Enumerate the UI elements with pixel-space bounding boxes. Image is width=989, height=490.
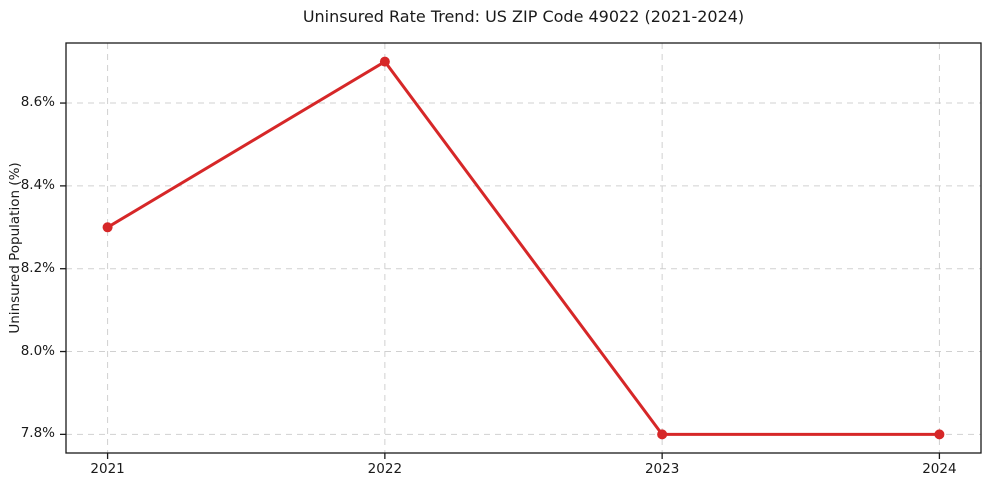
data-point-marker: [379, 56, 390, 67]
y-tick-label: 7.8%: [20, 425, 55, 442]
x-tick-label: 2022: [367, 461, 403, 477]
data-point-marker: [102, 222, 113, 233]
axes-spines: [65, 42, 982, 454]
y-tick-label: 8.0%: [20, 342, 55, 359]
x-tick-label: 2021: [90, 461, 125, 477]
trend-line: [106, 59, 940, 436]
data-point-marker: [934, 429, 945, 440]
x-tick-label: 2024: [922, 461, 957, 477]
y-tick-label: 8.4%: [20, 176, 55, 193]
y-tick-label: 8.6%: [20, 94, 55, 111]
y-tick-label: 8.2%: [20, 259, 55, 276]
data-point-marker: [657, 429, 668, 440]
chart-title: Uninsured Rate Trend: US ZIP Code 49022 …: [302, 7, 745, 26]
x-tick-label: 2023: [644, 461, 680, 477]
